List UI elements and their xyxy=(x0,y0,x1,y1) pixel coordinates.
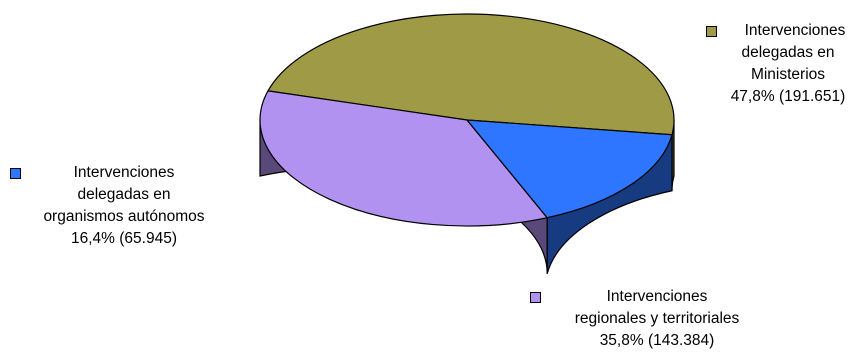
label-line: Ministerios xyxy=(750,66,826,83)
slice-label-regionales: Intervenciones regionales y territoriale… xyxy=(528,286,786,352)
label-line: regionales y territoriales xyxy=(574,310,740,327)
pie-slice-1 xyxy=(259,90,548,227)
value-text: 35,8% (143.384) xyxy=(599,332,715,349)
pie-tops xyxy=(259,13,675,227)
value-text: 47,8% (191.651) xyxy=(730,88,846,105)
slice-label-organismos: Intervenciones delegadas en organismos a… xyxy=(8,162,240,250)
label-line: Intervenciones xyxy=(73,164,175,181)
label-line: Intervenciones xyxy=(744,22,846,39)
label-line: organismos autónomos xyxy=(43,208,205,225)
label-line: delegadas en xyxy=(741,44,835,61)
pie-slice-2 xyxy=(466,119,673,219)
legend-swatch-ministerios xyxy=(706,26,717,37)
slice-label-ministerios: Intervenciones delegadas en Ministerios … xyxy=(700,20,866,108)
label-line: Intervenciones xyxy=(606,288,708,305)
legend-swatch-organismos xyxy=(10,168,21,179)
pie-slice-0 xyxy=(267,13,675,136)
value-text: 16,4% (65.945) xyxy=(71,230,177,247)
legend-swatch-regionales xyxy=(530,292,541,303)
label-line: delegadas en xyxy=(77,186,171,203)
